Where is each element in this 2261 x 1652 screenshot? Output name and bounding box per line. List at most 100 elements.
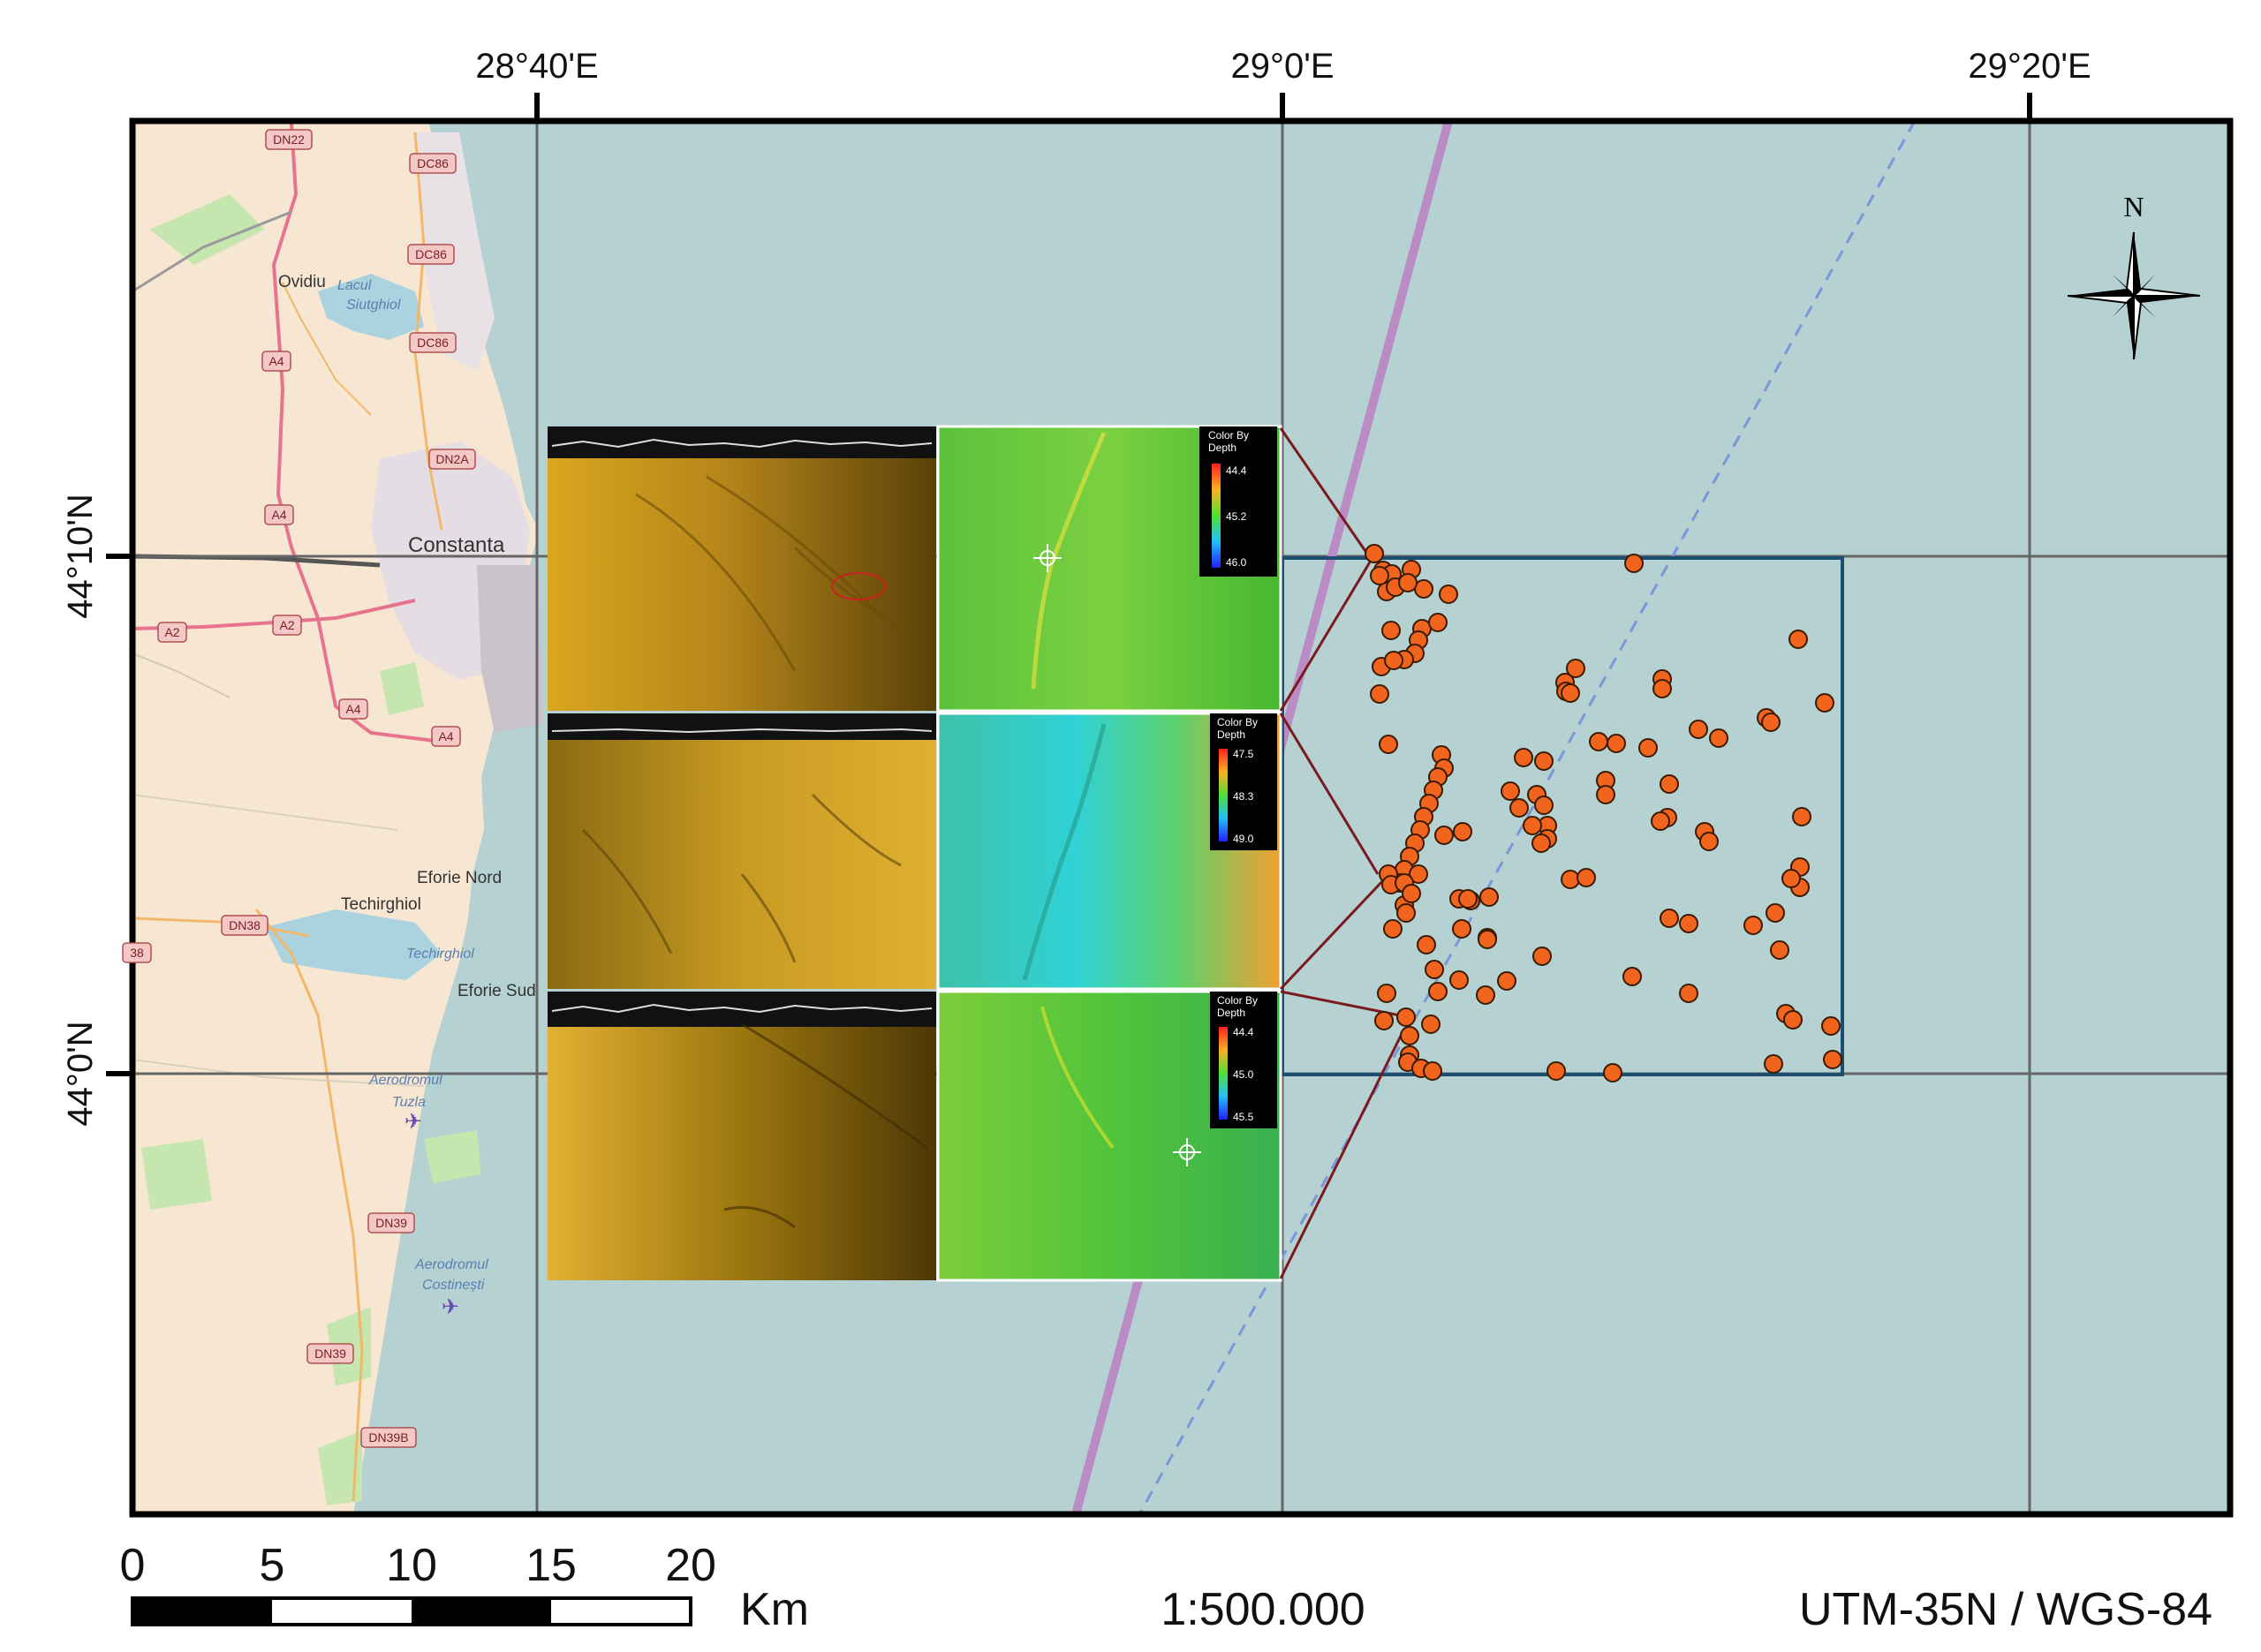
sample-point <box>1743 916 1763 935</box>
sample-point <box>1370 566 1389 585</box>
sample-point <box>1428 613 1448 632</box>
sample-point <box>1377 984 1396 1003</box>
road-shield-label: DC86 <box>417 336 449 350</box>
road-shield-label: A4 <box>268 354 284 368</box>
sample-point <box>1381 621 1401 640</box>
sample-point <box>1761 713 1781 732</box>
sample-point <box>1651 811 1670 831</box>
sample-point <box>1709 728 1728 748</box>
road-shield-label: 38 <box>130 946 144 960</box>
sample-point <box>1546 1061 1566 1081</box>
lon-label-2: 29°0'E <box>1230 47 1334 86</box>
road-shield-label: DN22 <box>273 132 305 147</box>
sample-point <box>1523 816 1542 835</box>
road-shield: DC86 <box>407 244 455 265</box>
sample-point <box>1384 651 1403 670</box>
graticule-ticks <box>106 93 2032 1076</box>
sidescan-image-3 <box>548 992 936 1280</box>
road-shield: DN39B <box>360 1427 417 1448</box>
sample-point <box>1783 1010 1803 1030</box>
road-labels: DN22 DC86 DC86 DC86 A4 DN2A A4 A2 A2 A4 A4 DN38 38 DN… <box>122 129 476 1448</box>
sample-point <box>1679 914 1698 933</box>
road-shield-label: A4 <box>438 729 453 743</box>
sample-point <box>1532 947 1552 966</box>
sample-point <box>1421 1015 1441 1034</box>
svg-text:Depth: Depth <box>1217 728 1245 741</box>
svg-text:Techirghiol: Techirghiol <box>406 947 474 962</box>
sample-point <box>1400 1026 1419 1045</box>
north-arrow-icon <box>2067 231 2201 360</box>
sample-point <box>1396 903 1416 923</box>
sample-point <box>1409 864 1428 884</box>
sample-point <box>1479 887 1499 907</box>
port-area <box>477 565 543 733</box>
lon-label-1: 28°40'E <box>475 47 598 86</box>
svg-text:44.4: 44.4 <box>1233 1026 1254 1038</box>
sample-point <box>1792 807 1811 826</box>
sample-point <box>1823 1050 1842 1069</box>
svg-text:15: 15 <box>526 1540 577 1591</box>
road-shield: A4 <box>338 698 368 720</box>
sample-point <box>1374 1011 1394 1030</box>
road-shield: A4 <box>264 504 294 525</box>
sample-point <box>1577 868 1596 887</box>
svg-text:Color By: Color By <box>1208 429 1249 441</box>
sample-point <box>1423 1061 1442 1081</box>
lon-label-3: 29°20'E <box>1968 47 2091 86</box>
svg-text:49.0: 49.0 <box>1233 833 1254 845</box>
dashed-line <box>1138 121 1917 1514</box>
svg-text:Constanta: Constanta <box>408 533 505 557</box>
sidescan-header-2 <box>548 713 936 740</box>
sample-point <box>1764 1054 1783 1074</box>
sample-point <box>1638 738 1658 758</box>
road-shield-label: A2 <box>164 625 179 639</box>
sample-point <box>1370 684 1389 704</box>
sample-point <box>1396 1007 1416 1027</box>
road-shield: DN2A <box>428 449 476 470</box>
sample-point <box>1781 869 1801 888</box>
svg-text:Aerodromul: Aerodromul <box>414 1257 488 1272</box>
sidescan-image-1 <box>548 426 936 711</box>
sample-point <box>1458 889 1478 909</box>
sample-point <box>1561 683 1580 703</box>
svg-text:Eforie Nord: Eforie Nord <box>417 869 502 887</box>
sample-point <box>1476 985 1495 1005</box>
road-shield-label: DN2A <box>435 452 469 466</box>
svg-text:20: 20 <box>665 1540 716 1591</box>
sample-point <box>1660 909 1679 928</box>
urban-area-north <box>415 132 495 371</box>
sample-point <box>1622 967 1642 986</box>
sample-point <box>1788 630 1808 649</box>
sample-point <box>1383 919 1403 939</box>
road-shield: DC86 <box>409 153 457 174</box>
projection-label: UTM-35N / WGS-84 <box>1799 1584 2212 1635</box>
road-shield: A2 <box>157 622 187 643</box>
road-shield: DN38 <box>221 915 268 936</box>
road-shield: A2 <box>272 615 302 636</box>
svg-text:Lacul: Lacul <box>337 278 372 293</box>
road-shield: A4 <box>431 726 461 747</box>
place-labels: Ovidiu Constanta Eforie Nord Techirghiol… <box>278 273 536 1293</box>
depth-legend-3: Color By Depth 44.4 45.0 45.5 <box>1210 992 1277 1128</box>
sample-point <box>1821 1016 1841 1036</box>
sample-point <box>1449 970 1469 990</box>
sidescan-image-2 <box>548 713 936 989</box>
svg-text:44.4: 44.4 <box>1226 464 1247 477</box>
lat-label-1: 44°10'N <box>61 494 100 619</box>
inset-panels: Color By Depth 44.4 45.2 46.0 Color By D… <box>548 425 1282 1282</box>
svg-text:46.0: 46.0 <box>1226 556 1247 569</box>
svg-text:Eforie Sud: Eforie Sud <box>457 982 536 1000</box>
road-shield-label: DN39 <box>375 1216 407 1230</box>
sample-point <box>1561 870 1580 889</box>
svg-text:47.5: 47.5 <box>1233 748 1254 760</box>
north-label: N <box>2123 191 2144 223</box>
svg-text:45.0: 45.0 <box>1233 1068 1254 1081</box>
sample-point <box>1766 903 1785 923</box>
depth-legend-1: Color By Depth 44.4 45.2 46.0 <box>1199 426 1277 577</box>
target-ellipse <box>831 572 886 600</box>
sample-point <box>1624 554 1644 573</box>
road-shield-label: A4 <box>271 508 286 522</box>
map-border <box>129 117 2234 1518</box>
sample-point <box>1514 748 1533 767</box>
sample-point <box>1652 679 1672 698</box>
